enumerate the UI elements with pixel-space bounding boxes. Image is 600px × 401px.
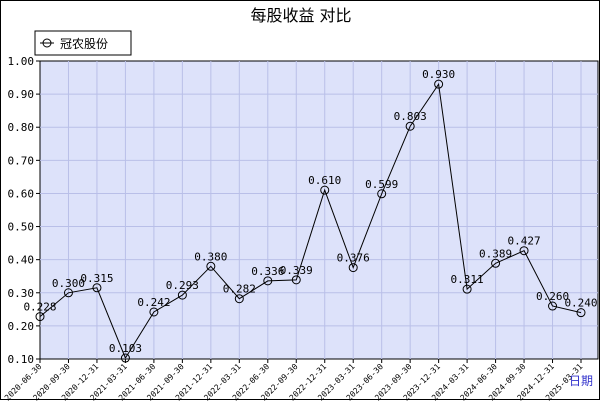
data-value-label: 0.930: [422, 68, 455, 81]
data-point-marker: [348, 263, 358, 273]
data-point-marker: [462, 284, 472, 294]
data-value-label: 0.311: [451, 273, 484, 286]
data-point-marker: [576, 308, 586, 318]
data-value-label: 0.336: [251, 265, 284, 278]
data-value-label: 0.242: [137, 296, 170, 309]
data-point-marker: [491, 258, 501, 268]
y-tick-label: 0.80: [8, 121, 35, 134]
data-point-marker: [291, 275, 301, 285]
data-point-marker: [234, 294, 244, 304]
data-point-marker: [519, 246, 529, 256]
y-tick-label: 0.40: [8, 254, 35, 267]
data-value-label: 0.260: [536, 290, 569, 303]
legend-marker-icon: [42, 38, 52, 48]
data-value-label: 0.103: [109, 342, 142, 355]
y-tick-label: 0.30: [8, 287, 35, 300]
data-value-label: 0.610: [308, 174, 341, 187]
data-value-label: 0.803: [394, 110, 427, 123]
data-value-label: 0.339: [280, 264, 313, 277]
x-axis: 2020-06-302020-09-302020-12-312021-03-31…: [3, 359, 585, 401]
grid-lines: [40, 61, 598, 359]
y-tick-label: 0.90: [8, 88, 35, 101]
data-point-marker: [149, 307, 159, 317]
data-point-marker: [206, 261, 216, 271]
data-point-marker: [405, 121, 415, 131]
data-point-marker: [548, 301, 558, 311]
data-point-marker: [263, 276, 273, 286]
data-value-label: 0.228: [23, 301, 56, 314]
y-tick-label: 0.70: [8, 154, 35, 167]
series-line: [39, 82, 582, 360]
data-point-marker: [35, 312, 45, 322]
data-value-label: 0.315: [80, 272, 113, 285]
data-point-marker: [434, 79, 444, 89]
data-value-label: 0.599: [365, 178, 398, 191]
y-tick-label: 0.10: [8, 353, 35, 366]
data-point-marker: [320, 185, 330, 195]
y-tick-label: 0.50: [8, 221, 35, 234]
data-point-marker: [377, 189, 387, 199]
data-point-marker: [63, 288, 73, 298]
data-point-marker: [177, 290, 187, 300]
y-tick-label: 0.60: [8, 187, 35, 200]
legend-box: [34, 30, 132, 56]
data-point-marker: [92, 283, 102, 293]
legend-label: 冠农股份: [60, 37, 108, 51]
y-tick-label: 1.00: [8, 55, 35, 68]
data-value-label: 0.240: [564, 297, 597, 310]
x-axis-label: 日期: [569, 374, 593, 388]
data-value-label: 0.427: [507, 235, 540, 248]
data-value-label: 0.389: [479, 247, 512, 260]
data-value-label: 0.300: [52, 277, 85, 290]
data-value-label: 0.380: [194, 250, 227, 263]
legend: 冠农股份: [34, 30, 132, 56]
plot-area: [39, 60, 599, 360]
data-value-label: 0.282: [223, 283, 256, 296]
data-point-marker: [120, 353, 130, 363]
data-points: [35, 79, 586, 363]
chart-title: 每股收益 对比: [250, 6, 351, 25]
data-value-label: 0.293: [166, 279, 199, 292]
data-value-label: 0.376: [337, 252, 370, 265]
y-tick-label: 0.20: [8, 320, 35, 333]
y-axis: 0.10 0.20 0.30 0.40 0.50 0.60 0.70 0.80 0.90 1.00: [8, 55, 40, 366]
